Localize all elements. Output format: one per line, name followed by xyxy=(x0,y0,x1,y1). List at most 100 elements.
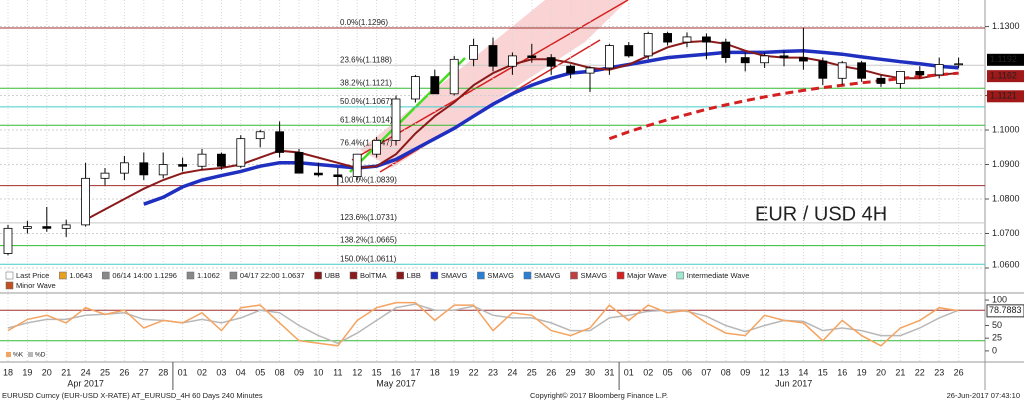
candle-body xyxy=(410,76,420,100)
x-tick-label: 05 xyxy=(663,367,673,377)
osc-legend-label: %K xyxy=(13,352,24,359)
y-tick-label: 1.0800 xyxy=(992,193,1020,203)
fib-label: 123.6%(1.0731) xyxy=(340,213,397,222)
x-tick-label: 07 xyxy=(701,367,711,377)
legend-label: SMAVG xyxy=(581,271,608,280)
y-tick-label: 1.0700 xyxy=(992,228,1020,238)
x-tick-label: 08 xyxy=(721,367,731,377)
x-tick-label: 28 xyxy=(158,367,168,377)
legend-label: Intermediate Wave xyxy=(687,271,750,280)
y-tick-label: 1.1000 xyxy=(992,124,1020,134)
x-tick-label: 26 xyxy=(546,367,556,377)
legend-label: 06/14 14:00 1.1296 xyxy=(112,271,177,280)
candle-body xyxy=(876,77,886,84)
candle-body xyxy=(294,152,304,174)
x-tick-label: 08 xyxy=(275,367,285,377)
x-tick-label: 24 xyxy=(507,367,517,377)
x-tick-label: 18 xyxy=(3,367,13,377)
legend-label: Minor Wave xyxy=(16,281,56,290)
candle-body xyxy=(682,36,692,43)
candle-body xyxy=(139,162,149,176)
candle-body xyxy=(527,55,537,59)
osc-tick-label: 0 xyxy=(992,345,997,355)
fib-label: 150.0%(1.0611) xyxy=(340,254,397,263)
footer-right: 26-Jun-2017 07:43:10 xyxy=(947,391,1020,400)
x-tick-label: 16 xyxy=(837,367,847,377)
candle-body xyxy=(507,55,517,67)
osc-tick-label: 50 xyxy=(992,320,1002,330)
month-label: Apr 2017 xyxy=(67,378,104,388)
x-tick-label: 21 xyxy=(895,367,905,377)
candle-body xyxy=(469,45,479,60)
legend-swatch xyxy=(229,271,238,280)
candle-body xyxy=(352,153,362,177)
candle-body xyxy=(546,57,556,67)
candle-body xyxy=(663,33,672,43)
price-label: 1.1192 xyxy=(990,54,1017,64)
candle-body xyxy=(760,55,769,64)
x-tick-label: 21 xyxy=(61,367,71,377)
fib-label: 50.0%(1.1067) xyxy=(340,97,393,106)
legend-swatch xyxy=(314,271,322,280)
candle-body xyxy=(934,64,944,76)
chart-annotation: EUR / USD 4H xyxy=(755,203,887,225)
candle-body xyxy=(896,70,905,84)
candle-body xyxy=(255,131,265,140)
x-tick-label: 25 xyxy=(527,367,537,377)
candle-body xyxy=(3,227,13,254)
candle-body xyxy=(100,172,110,179)
candle-body xyxy=(313,172,323,176)
legend-label: BolTMA xyxy=(360,271,387,280)
x-tick-label: 11 xyxy=(333,367,342,377)
x-tick-label: 29 xyxy=(566,367,576,377)
x-tick-label: 02 xyxy=(197,367,207,377)
x-tick-label: 02 xyxy=(643,367,653,377)
x-tick-label: 24 xyxy=(81,367,91,377)
x-tick-label: 17 xyxy=(410,367,420,377)
candle-body xyxy=(605,45,614,69)
legend-label: 04/17 22:00 1.0637 xyxy=(240,271,305,280)
x-tick-label: 15 xyxy=(818,367,828,377)
osc-legend-swatch xyxy=(6,352,11,357)
x-tick-label: 13 xyxy=(779,367,789,377)
candle-body xyxy=(81,177,90,226)
x-tick-label: 05 xyxy=(255,367,265,377)
ma-line xyxy=(143,48,959,206)
x-tick-label: 31 xyxy=(604,367,614,377)
candle-body xyxy=(799,57,808,62)
fib-label: 138.2%(1.0665) xyxy=(340,236,397,245)
candle-body xyxy=(837,62,847,79)
osc-tick-label: 100 xyxy=(992,294,1007,304)
legend-label: Major Wave xyxy=(627,271,667,280)
legend-swatch xyxy=(523,271,532,280)
candle-body xyxy=(915,70,925,76)
x-tick-label: 01 xyxy=(624,367,634,377)
osc-legend-swatch xyxy=(28,352,33,357)
x-tick-label: 04 xyxy=(236,367,246,377)
legend-label: SMAVG xyxy=(487,271,514,280)
candle-body xyxy=(740,57,750,64)
osc-tick-label: 25 xyxy=(992,333,1002,343)
price-label: 1.1162 xyxy=(990,71,1017,81)
candle-body xyxy=(333,174,343,177)
price-label: 1.1121 xyxy=(990,91,1017,101)
legend-label: 1.0643 xyxy=(69,271,92,280)
osc-legend-label: %D xyxy=(35,352,46,359)
legend-label: 1.1062 xyxy=(197,271,220,280)
candle-body xyxy=(449,58,459,95)
candle-body xyxy=(779,55,789,59)
x-tick-label: 27 xyxy=(139,367,149,377)
x-tick-label: 01 xyxy=(178,367,188,377)
x-tick-label: 14 xyxy=(798,367,808,377)
candle-body xyxy=(566,65,575,74)
legend-swatch xyxy=(676,271,685,280)
candle-body xyxy=(197,153,207,167)
footer-left: EURUSD Curncy (EUR-USD X-RATE) AT_EURUSD… xyxy=(2,391,263,400)
legend-swatch xyxy=(396,271,404,280)
candle-body xyxy=(430,76,440,95)
fib-label: 61.8%(1.1014) xyxy=(340,115,393,124)
impulse-line xyxy=(349,57,466,173)
legend-label: Last Price xyxy=(16,271,49,280)
y-tick-label: 1.1300 xyxy=(992,21,1020,31)
